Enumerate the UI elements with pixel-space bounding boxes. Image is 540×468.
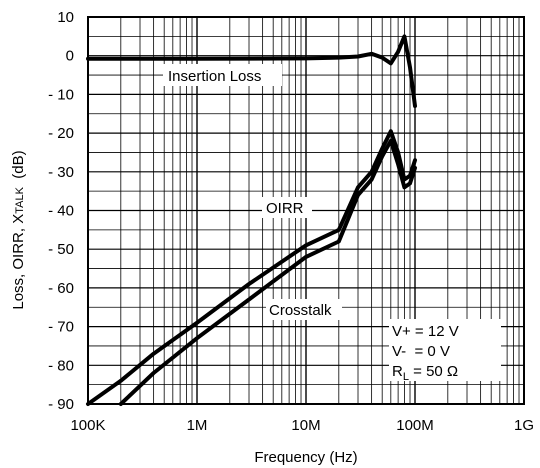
- y-tick-label: - 70: [48, 319, 74, 336]
- condition-vminus: V- = 0 V: [392, 343, 450, 360]
- y-axis-label: Loss, OIRR, XTALK (dB): [10, 150, 27, 309]
- series-line-insertion-loss: [86, 34, 417, 108]
- condition-rl: RL = 50 Ω: [392, 363, 458, 383]
- y-tick-label: - 30: [48, 164, 74, 181]
- y-tick-label: - 90: [48, 396, 74, 413]
- x-axis-label: Frequency (Hz): [254, 449, 357, 466]
- y-tick-label: - 80: [48, 357, 74, 374]
- crosstalk-label: Crosstalk: [269, 302, 332, 319]
- x-tick-label: 1M: [187, 417, 208, 434]
- y-tick-label: 0: [66, 48, 74, 65]
- y-axis-label-unit: (dB): [10, 150, 27, 187]
- condition-vplus: V+ = 12 V: [392, 323, 459, 340]
- series-line-crosstalk: [118, 138, 417, 406]
- y-tick-label: 10: [57, 9, 74, 26]
- plot-frame: [87, 16, 525, 405]
- annotations: Insertion Loss OIRR Crosstalk V+ = 12 V …: [163, 64, 501, 383]
- insertion-loss-label: Insertion Loss: [168, 68, 261, 85]
- tick-labels: 100K 1M 10M 100M 1G 10 0 - 10 - 20 - 30 - 40 - 50 - …: [48, 9, 534, 434]
- oirr-label: OIRR: [266, 200, 304, 217]
- y-tick-label: - 50: [48, 241, 74, 258]
- condition-rl-symbol: R: [392, 363, 403, 380]
- y-tick-label: - 20: [48, 125, 74, 142]
- y-axis-label-subscript: TALK: [14, 186, 26, 213]
- x-tick-label: 100K: [70, 417, 105, 434]
- y-tick-label: - 10: [48, 86, 74, 103]
- condition-rl-value: = 50 Ω: [409, 363, 458, 380]
- y-axis-label-main: Loss, OIRR, X: [10, 214, 27, 310]
- y-tick-label: - 40: [48, 203, 74, 220]
- y-tick-label: - 60: [48, 280, 74, 297]
- x-tick-label: 10M: [291, 417, 320, 434]
- x-tick-label: 100M: [396, 417, 434, 434]
- series-line-oirr: [86, 129, 417, 406]
- x-tick-label: 1G: [514, 417, 534, 434]
- condition-rl-subscript: L: [403, 371, 409, 383]
- series-lines: [86, 34, 417, 406]
